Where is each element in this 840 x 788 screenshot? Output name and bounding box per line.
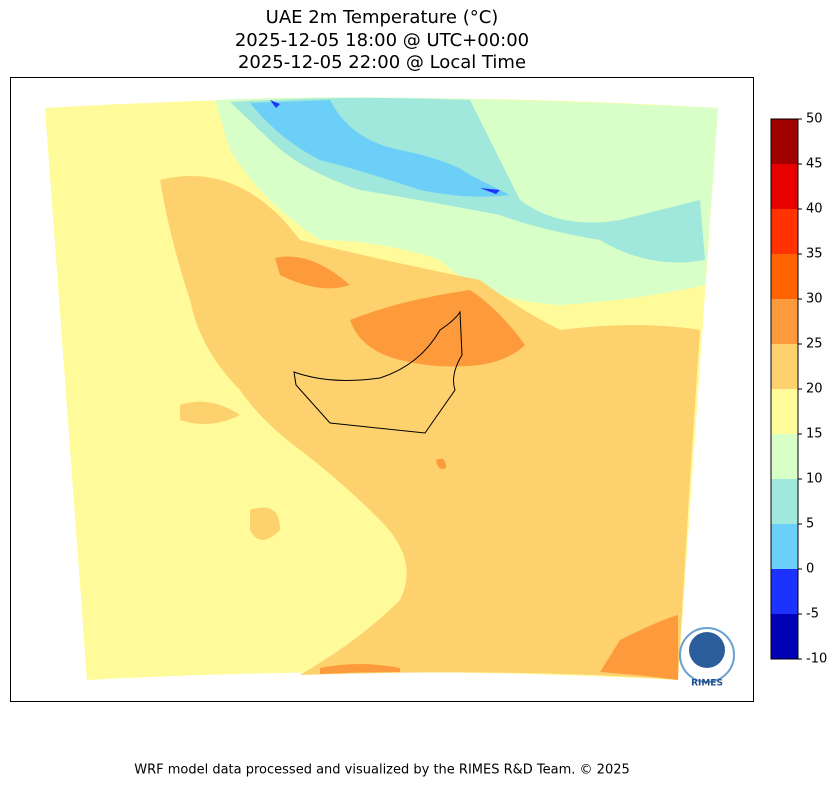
footer: WRF model data processed and visualized … — [134, 763, 630, 778]
colorbar-bin — [771, 164, 798, 209]
colorbar-bin — [771, 434, 798, 479]
colorbar-bin — [771, 254, 798, 299]
uae-border — [293, 310, 463, 434]
colorbar-bin — [771, 299, 798, 344]
colorbar-bin — [771, 119, 798, 164]
colorbar-tick-label: -10 — [806, 652, 827, 667]
colorbar-tick-label: 0 — [806, 562, 814, 577]
title-line: 2025-12-05 22:00 @ Local Time — [238, 52, 526, 73]
colorbar-tick-label: 25 — [806, 337, 823, 352]
colorbar-tick-label: 50 — [806, 112, 823, 127]
map-frame — [10, 77, 754, 702]
title-line: 2025-12-05 18:00 @ UTC+00:00 — [235, 30, 529, 51]
colorbar-bin — [771, 524, 798, 569]
colorbar-tick-label: -5 — [806, 607, 819, 622]
colorbar-tick-label: 35 — [806, 247, 823, 262]
colorbar: -10 -5 0 5 10 15 20 25 30 35 40 45 50 — [770, 112, 827, 667]
title-line: UAE 2m Temperature (°C) — [266, 7, 499, 28]
colorbar-tick-label: 5 — [806, 517, 814, 532]
colorbar-bin — [771, 614, 798, 659]
logo-text: RIMES — [691, 679, 723, 689]
colorbar-bin — [771, 344, 798, 389]
logo: RIMES — [679, 627, 735, 689]
colorbar-bin — [771, 209, 798, 254]
colorbar-tick-label: 15 — [806, 427, 823, 442]
colorbar-bin — [771, 479, 798, 524]
colorbar-tick-label: 40 — [806, 202, 823, 217]
colorbar-bin — [771, 569, 798, 614]
colorbar-bin — [771, 389, 798, 434]
colorbar-tick-label: 20 — [806, 382, 823, 397]
colorbar-tick-label: 45 — [806, 157, 823, 172]
temperature-field — [45, 97, 718, 680]
colorbar-tick-label: 30 — [806, 292, 823, 307]
colorbar-tick-label: 10 — [806, 472, 823, 487]
